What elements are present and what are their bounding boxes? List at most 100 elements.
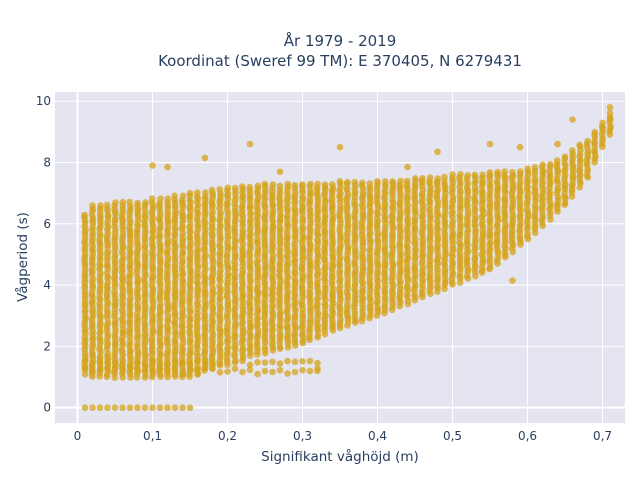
data-point [284, 180, 292, 188]
data-point [186, 366, 194, 374]
data-point [246, 366, 254, 374]
data-point [291, 358, 299, 366]
data-point [397, 177, 404, 185]
data-point [276, 168, 284, 175]
data-point [208, 186, 216, 194]
y-axis-ticks: 0 2 4 6 8 10 [36, 94, 51, 414]
data-point [149, 367, 156, 374]
data-point [412, 175, 419, 182]
data-point [509, 277, 516, 284]
data-point [479, 171, 486, 178]
data-point [336, 178, 344, 185]
data-point [156, 362, 164, 369]
data-point [171, 365, 179, 373]
data-point [606, 104, 614, 111]
data-point [336, 267, 344, 274]
data-point [553, 157, 561, 164]
data-point [261, 180, 269, 188]
data-point [112, 199, 119, 206]
data-point [89, 202, 96, 209]
data-point [261, 367, 269, 375]
data-point [314, 359, 321, 367]
data-point [112, 215, 119, 222]
data-point [201, 154, 209, 162]
data-point [276, 360, 284, 367]
data-point [134, 365, 141, 372]
data-point [591, 128, 599, 136]
data-point [89, 404, 96, 412]
data-point [254, 182, 262, 190]
data-point [374, 178, 381, 185]
data-point [89, 368, 96, 376]
data-point [321, 181, 329, 188]
data-point [404, 163, 411, 171]
data-point [164, 404, 171, 412]
data-point [501, 168, 509, 175]
data-point [157, 195, 164, 202]
data-point [509, 168, 516, 176]
y-tick-label: 10 [36, 94, 51, 108]
data-point [148, 195, 156, 202]
data-point [254, 370, 261, 378]
data-point [382, 178, 389, 185]
data-point [494, 168, 501, 176]
data-point [351, 178, 359, 186]
data-point [547, 161, 554, 168]
y-tick-label: 0 [43, 401, 51, 415]
data-point [179, 370, 186, 378]
data-point [96, 404, 104, 412]
data-point [239, 357, 246, 365]
data-point [441, 173, 448, 181]
data-point [81, 211, 88, 219]
data-point [239, 368, 246, 376]
x-axis-ticks: 0 0,1 0,2 0,3 0,4 0,5 0,6 0,7 [74, 429, 612, 443]
data-point [164, 195, 172, 202]
data-point [246, 140, 254, 148]
data-points [81, 104, 614, 412]
data-point [164, 163, 171, 171]
data-point [606, 109, 614, 117]
data-point [149, 357, 156, 365]
data-point [306, 357, 314, 365]
data-point [89, 360, 96, 367]
data-point [531, 164, 539, 171]
data-point [216, 362, 224, 369]
data-point [96, 366, 104, 374]
data-point [134, 404, 141, 412]
data-point [389, 178, 396, 185]
data-point [299, 358, 306, 365]
data-point [486, 169, 494, 176]
data-point [366, 180, 374, 187]
data-point [201, 359, 209, 367]
data-point [299, 366, 306, 374]
data-point [486, 140, 494, 148]
data-point [164, 367, 171, 374]
data-point [81, 357, 89, 365]
data-point [134, 359, 141, 366]
data-point [186, 404, 194, 412]
data-point [81, 364, 89, 372]
data-point [314, 180, 321, 188]
x-tick-label: 0,1 [143, 429, 162, 443]
data-point [284, 370, 291, 377]
data-point [276, 366, 284, 374]
data-point [569, 116, 576, 123]
x-tick-label: 0,3 [293, 429, 312, 443]
data-point [524, 165, 531, 172]
data-point [126, 198, 133, 206]
data-point [231, 359, 239, 366]
data-point [449, 171, 456, 178]
data-point [291, 368, 299, 376]
data-point [186, 189, 194, 197]
data-point [216, 369, 224, 376]
data-point [126, 404, 134, 412]
x-axis-title: Signifikant våghöjd (m) [261, 448, 419, 465]
data-point [344, 178, 351, 186]
chart-title-line-2: Koordinat (Sweref 99 TM): E 370405, N 62… [158, 52, 522, 70]
data-point [569, 147, 576, 154]
x-tick-label: 0 [74, 429, 82, 443]
data-point [246, 183, 253, 191]
data-point [254, 359, 261, 366]
data-point [554, 140, 561, 148]
